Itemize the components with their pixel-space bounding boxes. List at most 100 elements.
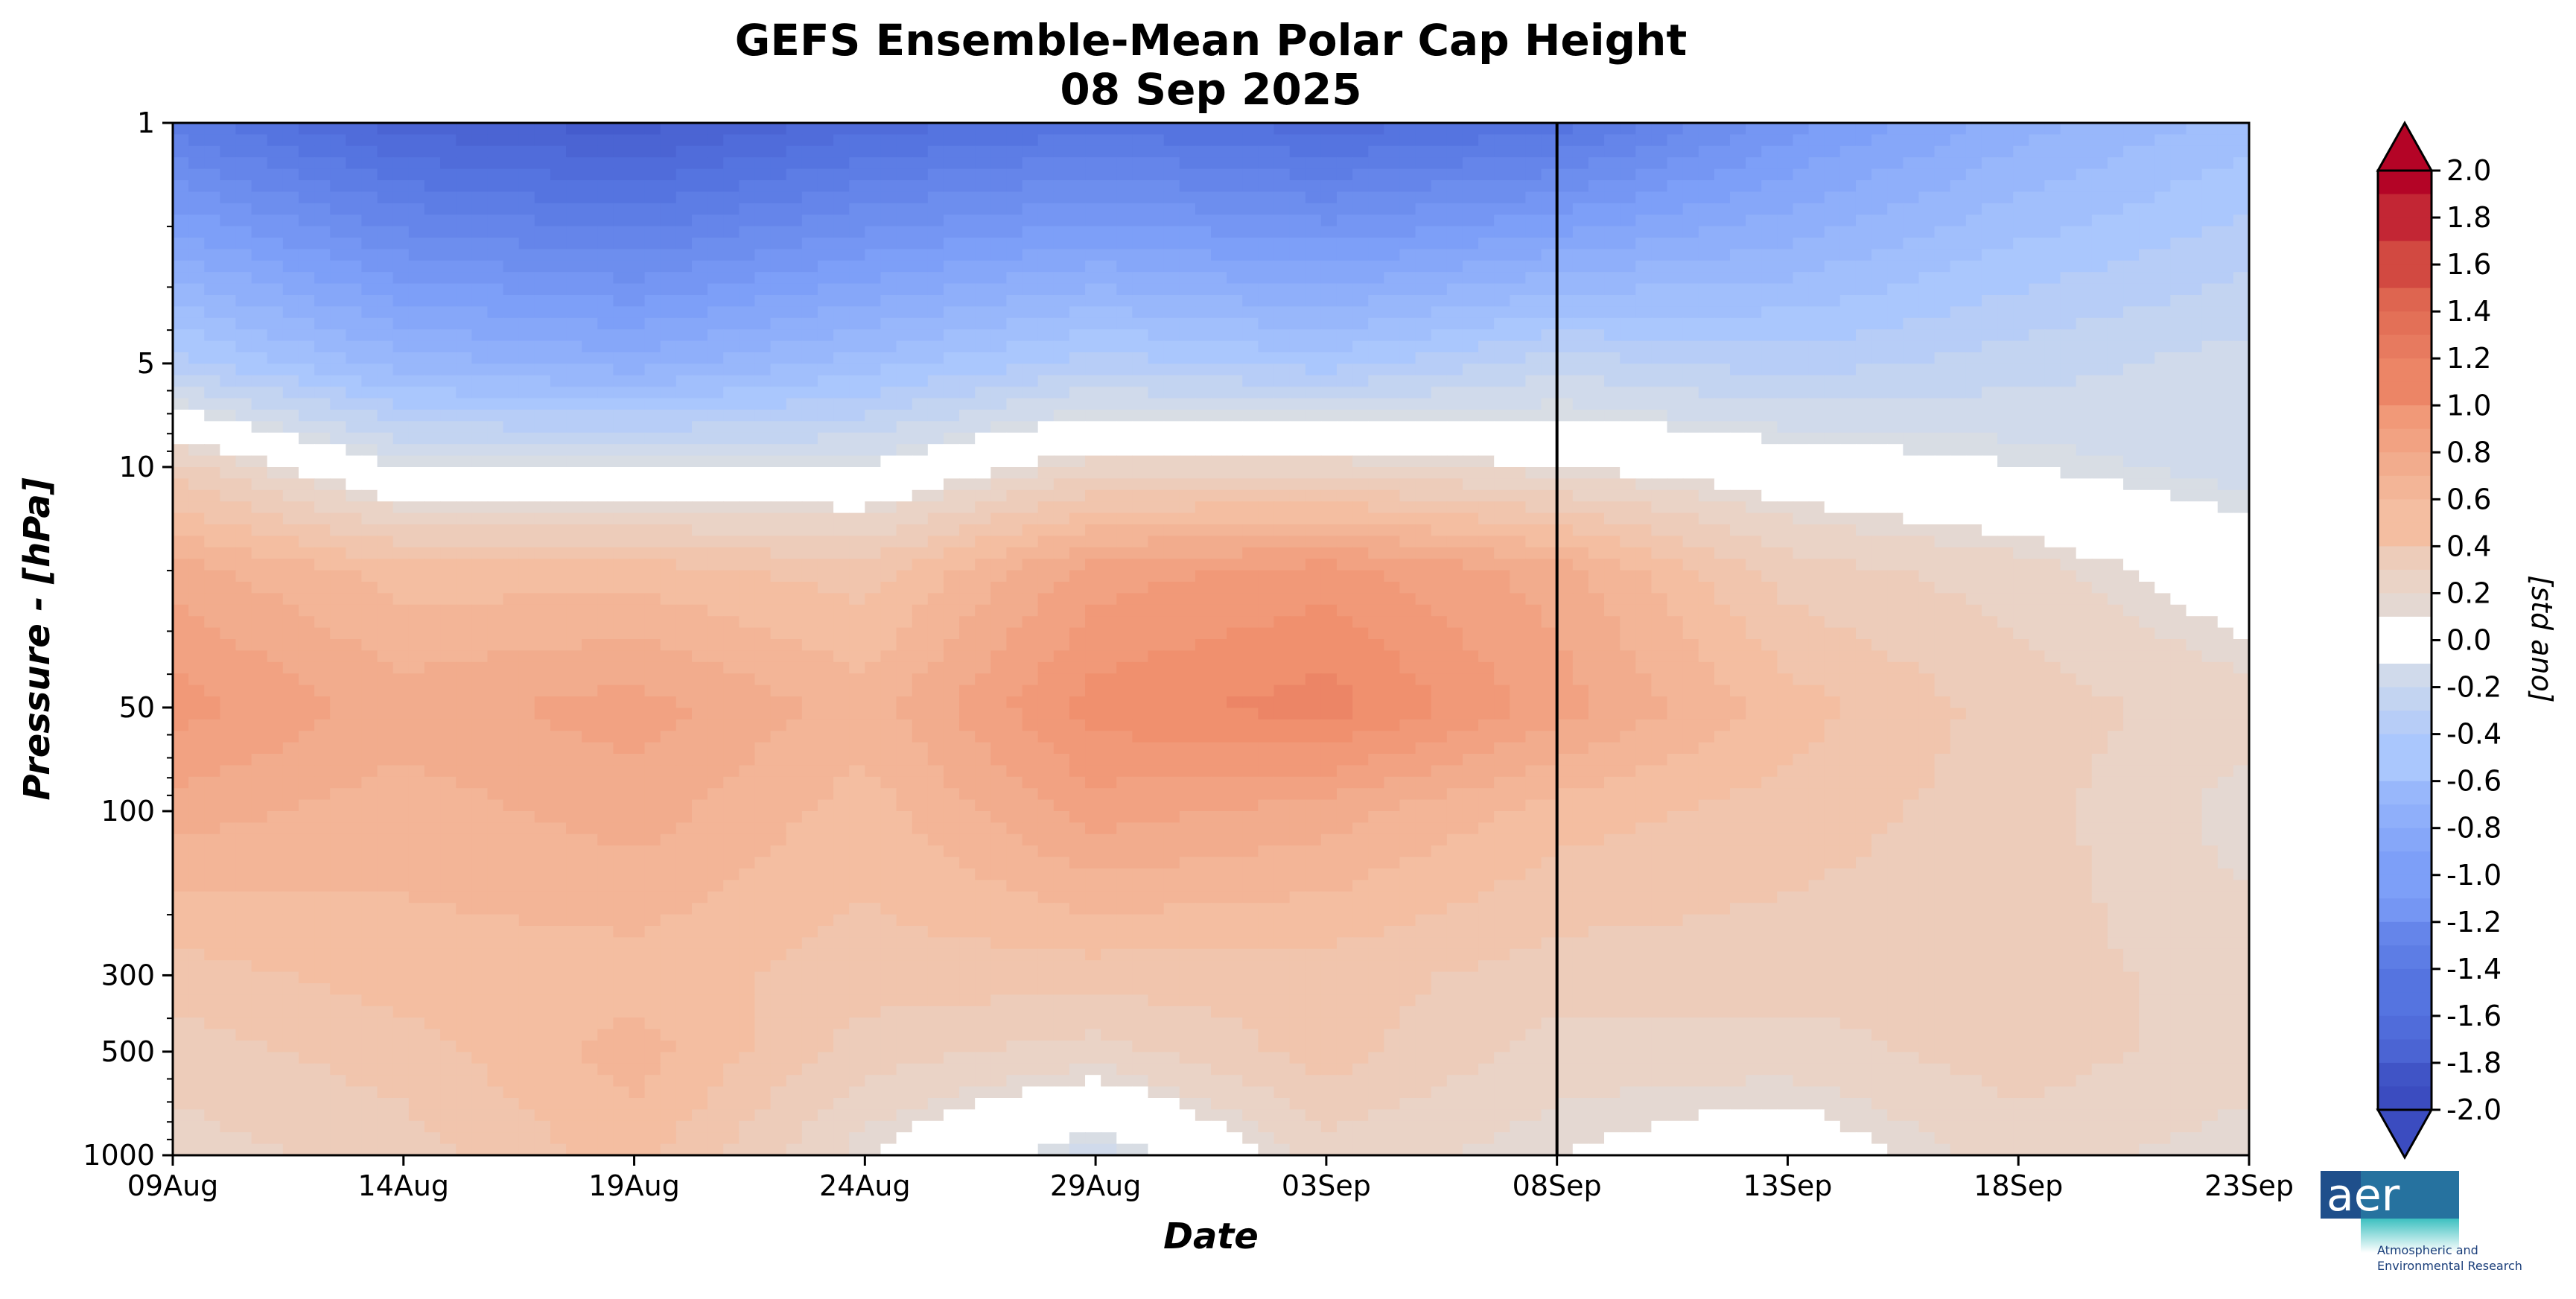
heatmap-cell [1022, 123, 1039, 136]
heatmap-cell [1604, 387, 1621, 399]
heatmap-cell [754, 260, 772, 273]
heatmap-cell [298, 352, 315, 365]
heatmap-cell [204, 238, 221, 250]
heatmap-cell [346, 455, 363, 468]
heatmap-cell [1541, 340, 1558, 353]
heatmap-cell [1903, 134, 1920, 147]
heatmap-cell [1620, 249, 1637, 261]
heatmap-cell [503, 501, 520, 514]
heatmap-cell [1195, 157, 1212, 170]
heatmap-cell [817, 215, 834, 227]
heatmap-cell [1037, 134, 1055, 147]
heatmap-cell [392, 272, 410, 285]
heatmap-cell [613, 191, 630, 204]
heatmap-cell [849, 203, 866, 215]
heatmap-cell [1462, 157, 1479, 170]
heatmap-cell [943, 421, 960, 433]
heatmap-cell [1022, 238, 1039, 250]
heatmap-cell [582, 317, 599, 330]
heatmap-cell [1839, 203, 1857, 215]
heatmap-cell [2201, 444, 2219, 457]
heatmap-cell [1635, 340, 1653, 353]
heatmap-cell [2217, 421, 2234, 433]
heatmap-cell [1242, 455, 1259, 468]
heatmap-cell [833, 398, 850, 410]
heatmap-cell [896, 180, 913, 193]
heatmap-cell [1273, 295, 1291, 308]
heatmap-cell [817, 547, 834, 559]
heatmap-cell [597, 203, 614, 215]
heatmap-cell [1824, 444, 1841, 457]
heatmap-cell [896, 157, 913, 170]
heatmap-cell [1934, 168, 1951, 181]
heatmap-cell [1997, 283, 2014, 296]
heatmap-cell [1101, 512, 1118, 525]
heatmap-cell [1965, 501, 1982, 514]
heatmap-cell [1258, 134, 1275, 147]
heatmap-cell [1227, 467, 1244, 480]
heatmap-cell [251, 317, 268, 330]
heatmap-cell [1101, 444, 1118, 457]
heatmap-cell [173, 536, 189, 548]
heatmap-cell [1116, 421, 1133, 433]
heatmap-cell [267, 444, 284, 457]
heatmap-cell [1730, 191, 1746, 204]
heatmap-cell [1667, 512, 1684, 525]
heatmap-cell [1965, 340, 1982, 353]
heatmap-cell [2186, 317, 2203, 330]
heatmap-cell [770, 168, 787, 181]
heatmap-cell [629, 444, 646, 457]
heatmap-cell [2233, 421, 2249, 433]
heatmap-cell [723, 340, 740, 353]
heatmap-cell [1132, 455, 1149, 468]
heatmap-cell [1824, 432, 1841, 445]
heatmap-cell [2170, 157, 2187, 170]
heatmap-cell [1839, 489, 1857, 502]
heatmap-cell [817, 501, 834, 514]
heatmap-cell [534, 467, 551, 480]
heatmap-cell [880, 478, 897, 491]
heatmap-cell [1053, 478, 1070, 491]
heatmap-cell [692, 478, 708, 491]
heatmap-cell [2233, 455, 2249, 468]
heatmap-cell [1195, 226, 1212, 238]
heatmap-cell [456, 467, 473, 480]
heatmap-cell [2076, 501, 2093, 514]
heatmap-cell [550, 352, 567, 365]
heatmap-cell [1556, 387, 1574, 399]
heatmap-cell [188, 145, 206, 158]
heatmap-cell [1965, 249, 1982, 261]
heatmap-cell [1918, 260, 1936, 273]
heatmap-cell [1682, 145, 1699, 158]
heatmap-cell [1808, 375, 1825, 387]
heatmap-cell [2076, 524, 2093, 537]
heatmap-cell [1777, 238, 1794, 250]
heatmap-cell [1289, 203, 1306, 215]
heatmap-cell [392, 238, 410, 250]
heatmap-cell [1446, 501, 1463, 514]
heatmap-cell [1918, 249, 1936, 261]
heatmap-cell [456, 375, 473, 387]
heatmap-cell [2233, 145, 2249, 158]
heatmap-cell [1714, 238, 1731, 250]
heatmap-cell [2217, 398, 2234, 410]
heatmap-cell [1148, 340, 1165, 353]
heatmap-cell [361, 329, 378, 342]
heatmap-cell [1006, 295, 1023, 308]
heatmap-cell [801, 398, 818, 410]
heatmap-cell [1839, 547, 1857, 559]
heatmap-cell [1588, 444, 1605, 457]
heatmap-cell [582, 524, 599, 537]
heatmap-cell [707, 478, 725, 491]
heatmap-cell [1431, 260, 1448, 273]
heatmap-cell [1887, 134, 1904, 147]
heatmap-cell [440, 421, 457, 433]
heatmap-cell [1714, 203, 1731, 215]
heatmap-cell [1556, 329, 1574, 342]
heatmap-cell [1446, 272, 1463, 285]
heatmap-cell [1824, 272, 1841, 285]
heatmap-cell [1101, 226, 1118, 238]
heatmap-cell [582, 375, 599, 387]
heatmap-cell [1336, 375, 1353, 387]
heatmap-cell [1415, 157, 1432, 170]
